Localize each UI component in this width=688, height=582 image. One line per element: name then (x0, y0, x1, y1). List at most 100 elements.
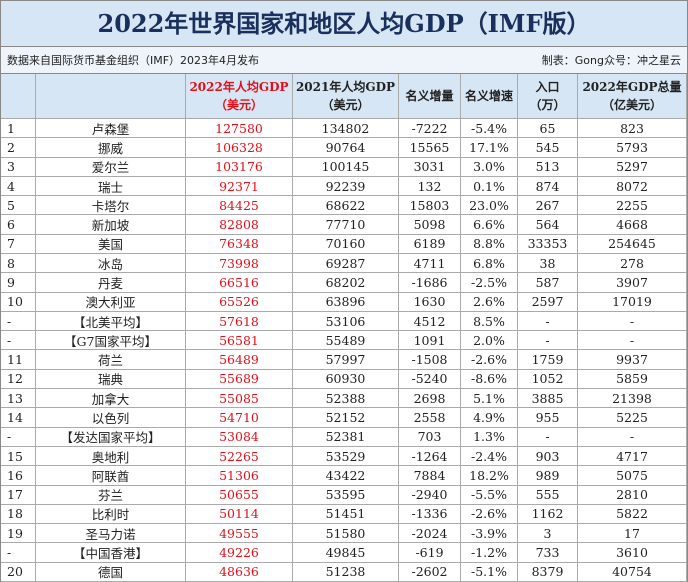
table-cell: 40754 (578, 562, 687, 582)
header-cell (1, 74, 36, 119)
table-cell: 5075 (578, 466, 687, 486)
table-cell: 挪威 (36, 138, 186, 158)
table-cell: 54710 (186, 408, 293, 428)
header-cell: 名义增量 (399, 74, 461, 119)
table-cell: 加拿大 (36, 389, 186, 409)
table-cell: 17019 (578, 292, 687, 312)
title: 2022年世界国家和地区人均GDP（IMF版） (1, 1, 687, 47)
table-cell: -2.5% (461, 273, 518, 293)
table-cell: 254645 (578, 234, 687, 255)
table-cell: 6.6% (461, 215, 518, 235)
table-cell: 6189 (399, 234, 461, 255)
table-cell: 92371 (186, 176, 293, 197)
table-cell: 8.5% (461, 311, 518, 332)
table-cell: 【G7国家平均】 (36, 331, 186, 351)
table-cell: -8.6% (461, 369, 518, 390)
table-cell: 55489 (293, 331, 399, 351)
header-text: （亿美元） (601, 98, 662, 112)
table-cell: 65526 (186, 292, 293, 312)
table-cell: 53084 (186, 427, 293, 447)
table-cell: -1264 (399, 446, 461, 467)
header-cell: 2022年人均GDP （美元） (186, 74, 293, 119)
table-cell: - (1, 543, 36, 563)
table-cell: 1.3% (461, 427, 518, 447)
table-cell: - (1, 427, 36, 447)
table-cell: 13 (1, 389, 36, 409)
table-cell: 49226 (186, 543, 293, 563)
table-cell: 6 (1, 215, 36, 235)
source-note: 数据来自国际货币基金组织（IMF）2023年4月发布 (7, 54, 260, 67)
table-cell: 70160 (293, 234, 399, 255)
table-cell: -2.6% (461, 350, 518, 370)
table-cell: 17 (1, 485, 36, 505)
table-cell: 奥地利 (36, 446, 186, 467)
table-cell: 3.0% (461, 157, 518, 177)
header-text: （万） (529, 98, 566, 112)
table-cell: -5.4% (461, 119, 518, 139)
table-cell: 51306 (186, 466, 293, 486)
table-cell: 51580 (293, 524, 399, 544)
table-cell: 57618 (186, 311, 293, 332)
table-cell: 比利时 (36, 504, 186, 525)
table-cell: 955 (518, 408, 578, 428)
table-cell: 564 (518, 215, 578, 235)
table-cell: 11 (1, 350, 36, 370)
table-cell: 8072 (578, 176, 687, 197)
table-cell: 丹麦 (36, 273, 186, 293)
table-cell: 513 (518, 157, 578, 177)
table-cell: 69287 (293, 254, 399, 274)
table-cell: - (1, 331, 36, 351)
table-cell: -2.6% (461, 504, 518, 525)
table-cell: 4711 (399, 254, 461, 274)
table-cell: 3031 (399, 157, 461, 177)
table-cell: 82808 (186, 215, 293, 235)
table-cell: 【发达国家平均】 (36, 427, 186, 447)
data-table: 2022年人均GDP （美元） 2021年人均GDP （美元） 名义增量 名义增速 入口 （万… (1, 74, 687, 582)
header-text: 名义增量 (405, 89, 454, 103)
table-cell: 52152 (293, 408, 399, 428)
table-cell: 989 (518, 466, 578, 486)
table-cell: 20 (1, 562, 36, 582)
table-cell: - (578, 331, 687, 351)
table-cell: 100145 (293, 157, 399, 177)
table-cell: 545 (518, 138, 578, 158)
table-cell: 77710 (293, 215, 399, 235)
table-cell: 3 (518, 524, 578, 544)
table-cell: 16 (1, 466, 36, 486)
table-cell: 15 (1, 446, 36, 467)
table-cell: 18.2% (461, 466, 518, 486)
table-cell: 澳大利亚 (36, 292, 186, 312)
table-cell: -2602 (399, 562, 461, 582)
table-cell: 53595 (293, 485, 399, 505)
table-cell: 3 (1, 157, 36, 177)
table-cell: 48636 (186, 562, 293, 582)
author-note: 制表：Gong众号：冲之星云 (541, 54, 681, 67)
table-cell: 5297 (578, 157, 687, 177)
table-cell: 7 (1, 234, 36, 255)
table-cell: 17 (578, 524, 687, 544)
table-cell: 6.8% (461, 254, 518, 274)
table-cell: 爱尔兰 (36, 157, 186, 177)
table-cell: 美国 (36, 234, 186, 255)
table-cell: 903 (518, 446, 578, 467)
table-cell: 圣马力诺 (36, 524, 186, 544)
table-cell: 以色列 (36, 408, 186, 428)
header-text: 2022年人均GDP (189, 80, 289, 94)
table-cell: 127580 (186, 119, 293, 139)
table-cell: 134802 (293, 119, 399, 139)
table-cell: 8 (1, 254, 36, 274)
table-cell: 3885 (518, 389, 578, 409)
table-cell: 43422 (293, 466, 399, 486)
table-cell: 2810 (578, 485, 687, 505)
table-cell: - (578, 427, 687, 447)
table-cell: 76348 (186, 234, 293, 255)
table-cell: 5822 (578, 504, 687, 525)
table-cell: 51238 (293, 562, 399, 582)
table-cell: 4 (1, 176, 36, 197)
table-cell: 瑞典 (36, 369, 186, 390)
table-cell: 132 (399, 176, 461, 197)
table-cell: 1759 (518, 350, 578, 370)
table-cell: - (518, 331, 578, 351)
table-cell: 23.0% (461, 196, 518, 216)
table-cell: 73998 (186, 254, 293, 274)
